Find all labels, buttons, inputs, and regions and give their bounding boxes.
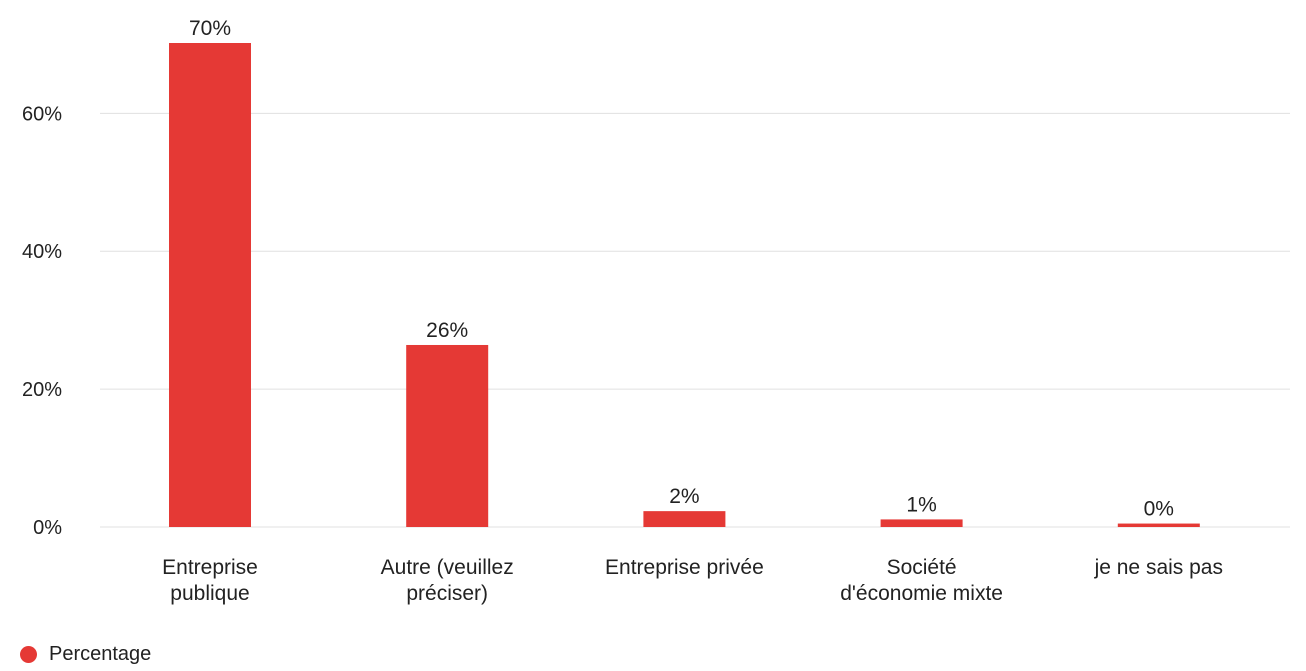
data-label: 0% <box>1144 498 1174 521</box>
legend-marker-circle-icon <box>20 645 37 663</box>
x-axis-ticks: Entreprise publique Autre (veuillez précise… <box>162 556 1223 605</box>
x-tick-label-line: Entreprise <box>162 556 258 579</box>
data-label: 1% <box>906 493 936 516</box>
y-tick-label: 20% <box>22 379 62 401</box>
x-tick-label-line: Entreprise privée <box>605 556 764 579</box>
chart-svg: 0% 20% 40% 60% 70% 26% 2% 1% 0% Entreprise publi… <box>22 17 1290 605</box>
bar <box>406 344 489 527</box>
data-label: 2% <box>669 485 699 508</box>
bar <box>1117 523 1200 527</box>
data-labels: 70% 26% 2% 1% 0% <box>189 17 1174 521</box>
bars <box>169 43 1200 527</box>
x-tick-label-line: publique <box>170 582 249 605</box>
x-tick-label-line: je ne sais pas <box>1094 556 1223 579</box>
y-tick-label: 60% <box>22 103 62 125</box>
x-tick-label: Entreprise publique <box>162 556 258 605</box>
x-tick-label: je ne sais pas <box>1094 556 1223 579</box>
bar <box>643 511 726 527</box>
data-label: 70% <box>189 17 231 40</box>
x-tick-label: Autre (veuillez préciser) <box>381 556 514 605</box>
legend[interactable]: Percentage <box>20 643 151 665</box>
y-tick-label: 40% <box>22 241 62 263</box>
y-tick-label: 0% <box>33 517 62 539</box>
y-axis-ticks: 0% 20% 40% 60% <box>22 103 62 539</box>
bar <box>169 43 251 527</box>
x-tick-label: Entreprise privée <box>605 556 764 579</box>
x-tick-label-line: Société <box>887 556 957 579</box>
x-tick-label-line: d'économie mixte <box>840 582 1003 605</box>
x-tick-label-line: Autre (veuillez <box>381 556 514 579</box>
bar <box>880 519 963 527</box>
gridlines <box>100 112 1290 528</box>
x-tick-label: Société d'économie mixte <box>840 556 1003 605</box>
data-label: 26% <box>426 319 468 342</box>
x-tick-label-line: préciser) <box>406 582 488 605</box>
legend-label: Percentage <box>49 642 152 665</box>
